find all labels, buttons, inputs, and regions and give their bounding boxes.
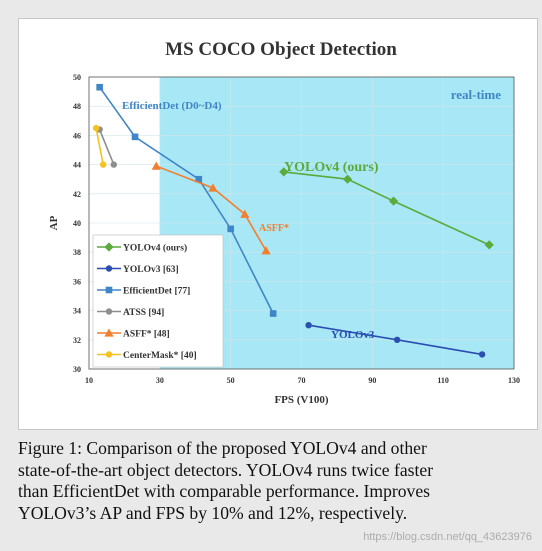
legend-marker bbox=[104, 328, 114, 337]
annotation-label: ASFF* bbox=[259, 223, 289, 234]
data-point bbox=[195, 175, 203, 183]
chart: MS COCO Object Detection real-time 30 32 34 3… bbox=[48, 39, 520, 406]
data-point bbox=[484, 240, 494, 250]
legend-entry: ASFF* [48] bbox=[97, 328, 170, 340]
x-tick-label: 90 bbox=[368, 376, 376, 385]
x-tick-label: 50 bbox=[227, 376, 235, 385]
y-tick-label: 30 bbox=[73, 365, 81, 374]
legend-marker bbox=[105, 308, 113, 315]
legend-entry: YOLOv3 [63] bbox=[97, 265, 179, 275]
legend-box bbox=[92, 234, 224, 368]
series-line bbox=[98, 129, 115, 165]
series-efficientdet-77 bbox=[96, 83, 277, 317]
data-point bbox=[393, 336, 401, 343]
caption-line: Figure 1: Comparison of the proposed YOL… bbox=[18, 438, 427, 458]
legend-entry: YOLOv4 (ours) bbox=[97, 242, 187, 254]
data-point bbox=[151, 161, 161, 170]
figure-frame: MS COCO Object Detection real-time 30 32 34 3… bbox=[18, 18, 538, 430]
data-point bbox=[96, 83, 103, 91]
legend-marker bbox=[105, 351, 113, 358]
legend-marker bbox=[105, 286, 113, 294]
series-centermask-40 bbox=[92, 124, 107, 168]
x-axis-label: FPS (V100) bbox=[274, 394, 328, 406]
data-point bbox=[92, 124, 100, 132]
series-line bbox=[283, 171, 490, 246]
data-point bbox=[208, 183, 218, 192]
watermark: https://blog.csdn.net/qq_43623976 bbox=[363, 531, 532, 543]
y-tick-label: 44 bbox=[73, 161, 81, 170]
legend-label: EfficientDet [77] bbox=[123, 287, 190, 297]
y-tick-label: 36 bbox=[73, 277, 81, 286]
realtime-label: real-time bbox=[451, 87, 502, 102]
y-tick-label: 48 bbox=[73, 102, 81, 111]
legend-label: YOLOv4 (ours) bbox=[123, 243, 187, 254]
series-yolov3-63 bbox=[305, 322, 486, 358]
y-tick-label: 46 bbox=[73, 131, 81, 140]
data-point bbox=[110, 161, 117, 168]
y-tick-label: 42 bbox=[73, 190, 81, 199]
series-atss-94 bbox=[96, 126, 117, 168]
y-tick-label: 38 bbox=[73, 248, 81, 257]
legend-label: ATSS [94] bbox=[123, 308, 164, 318]
y-tick-label: 34 bbox=[73, 307, 81, 316]
data-point bbox=[269, 310, 277, 317]
data-point bbox=[342, 174, 353, 184]
data-point bbox=[131, 133, 139, 141]
legend-entry: EfficientDet [77] bbox=[97, 287, 190, 297]
legend-label: CenterMask* [40] bbox=[123, 351, 197, 361]
series-asff-48 bbox=[151, 161, 271, 255]
data-point bbox=[305, 322, 312, 329]
legend-marker bbox=[105, 265, 113, 272]
caption-line: state-of-the-art object detectors. YOLOv… bbox=[18, 459, 434, 480]
annotation-label: YOLOv3 bbox=[331, 329, 375, 341]
series-line bbox=[156, 165, 267, 252]
annotation-label: YOLOv4 (ours) bbox=[284, 160, 379, 175]
data-point bbox=[478, 351, 486, 358]
y-tick-label: 32 bbox=[73, 336, 81, 345]
plot-border bbox=[88, 76, 515, 370]
caption-line: than EfficientDet with comparable perfor… bbox=[18, 481, 430, 501]
x-tick-label: 110 bbox=[437, 376, 449, 385]
x-tick-label: 70 bbox=[298, 376, 306, 385]
legend-label: ASFF* [48] bbox=[123, 330, 170, 340]
legend-label: YOLOv3 [63] bbox=[123, 265, 179, 275]
figure-caption: Figure 1: Comparison of the proposed YOL… bbox=[18, 438, 536, 524]
data-point bbox=[99, 161, 107, 168]
chart-title: MS COCO Object Detection bbox=[165, 39, 397, 60]
data-point bbox=[227, 225, 234, 233]
series-yolov4-ours bbox=[279, 167, 494, 250]
legend-entry: CenterMask* [40] bbox=[97, 351, 197, 361]
annotation-label: EfficientDet (D0~D4) bbox=[122, 100, 222, 112]
x-tick-label: 30 bbox=[156, 376, 164, 385]
x-tick-label: 10 bbox=[85, 376, 93, 385]
y-axis-label: AP bbox=[48, 215, 60, 230]
data-point bbox=[240, 209, 250, 218]
legend-marker bbox=[104, 242, 114, 252]
y-tick-label: 50 bbox=[73, 73, 81, 82]
data-point bbox=[261, 246, 271, 255]
caption-line: YOLOv3’s AP and FPS by 10% and 12%, resp… bbox=[18, 502, 408, 523]
series-line bbox=[95, 127, 104, 165]
data-point bbox=[388, 196, 399, 206]
legend-entry: ATSS [94] bbox=[97, 308, 164, 318]
data-point bbox=[279, 167, 289, 177]
y-tick-label: 40 bbox=[73, 219, 81, 228]
x-tick-label: 130 bbox=[508, 376, 520, 385]
